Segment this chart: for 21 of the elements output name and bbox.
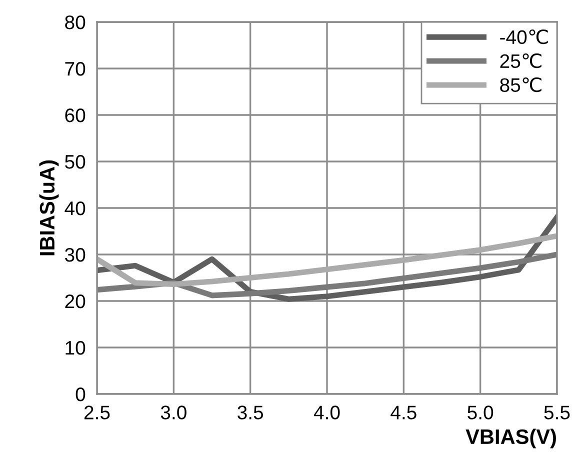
x-tick-label: 3.5 [238,406,264,420]
x-tick-label: 5.0 [468,406,494,420]
y-tick-label: 20 [65,294,86,308]
y-tick-label: 30 [65,248,86,262]
y-tick-label: 0 [76,387,86,402]
x-tick-label: 4.5 [390,406,416,420]
x-axis-title: VBIAS(V) [466,428,556,448]
x-tick-label: 4.0 [314,406,340,420]
y-tick-label: 60 [65,108,86,122]
y-axis-title: IBIAS(uA) [39,160,59,256]
legend-label: 85℃ [500,77,542,92]
y-tick-label: 50 [65,154,86,169]
y-tick-label: 70 [65,62,86,76]
y-tick-label: 80 [65,15,86,30]
legend-label: 25℃ [500,53,542,68]
x-tick-label: 5.5 [544,406,570,420]
x-tick-label: 2.5 [84,406,110,420]
y-tick-label: 10 [66,340,86,355]
y-tick-label: 40 [64,201,86,216]
x-tick-label: 3.0 [160,406,186,420]
legend-label: -40℃ [500,29,548,44]
